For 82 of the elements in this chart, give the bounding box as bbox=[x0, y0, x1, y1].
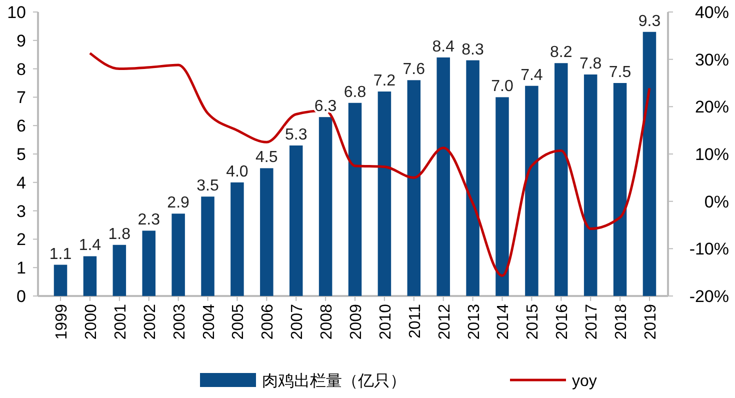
x-tick-label: 2019 bbox=[642, 304, 660, 340]
bar bbox=[83, 256, 97, 296]
y-tick-label: 7 bbox=[16, 88, 26, 108]
x-tick-label: 2006 bbox=[260, 304, 277, 340]
bar bbox=[642, 32, 656, 296]
x-tick-label: 2003 bbox=[171, 304, 188, 340]
x-tick-label: 2010 bbox=[377, 304, 394, 340]
bar bbox=[525, 86, 538, 296]
y-tick-label: 3 bbox=[16, 202, 26, 221]
bar bbox=[142, 230, 156, 296]
x-tick-label: 2007 bbox=[289, 304, 306, 340]
data-label: 2.9 bbox=[167, 194, 190, 212]
data-label: 1.8 bbox=[108, 226, 131, 243]
data-label: 7.6 bbox=[402, 61, 426, 78]
x-tick-label: 2015 bbox=[524, 304, 542, 340]
data-label: 3.5 bbox=[196, 178, 219, 195]
y-tick-label: 8 bbox=[16, 60, 26, 79]
bar bbox=[407, 80, 421, 296]
data-label: 5.3 bbox=[284, 126, 308, 144]
y2-tick-label: 10% bbox=[694, 145, 729, 164]
data-label: 1.4 bbox=[78, 237, 102, 254]
data-label: 7.5 bbox=[608, 64, 632, 81]
x-tick-label: 2016 bbox=[554, 304, 572, 340]
x-tick-label: 1999 bbox=[54, 304, 71, 340]
x-tick-label: 2018 bbox=[613, 304, 630, 340]
y-tick-label: 1 bbox=[16, 258, 26, 278]
bar bbox=[613, 83, 627, 296]
bar bbox=[584, 74, 598, 296]
x-tick-label: 2001 bbox=[112, 304, 130, 340]
x-tick-label: 2014 bbox=[495, 304, 512, 340]
bar bbox=[230, 182, 244, 296]
bar bbox=[289, 145, 303, 296]
x-tick-label: 2017 bbox=[584, 304, 601, 340]
x-tick-label: 2009 bbox=[348, 304, 365, 340]
bar bbox=[318, 117, 332, 296]
y2-tick-label: -20% bbox=[689, 287, 729, 306]
y-tick-label: 10 bbox=[7, 3, 26, 22]
legend-label: 肉鸡出栏量（亿只） bbox=[262, 372, 406, 390]
bar bbox=[496, 97, 509, 296]
data-label: 4.5 bbox=[256, 149, 278, 166]
y2-tick-label: -10% bbox=[689, 240, 729, 259]
bar bbox=[378, 92, 392, 296]
y2-tick-label: 30% bbox=[694, 50, 729, 70]
x-tick-label: 2005 bbox=[230, 304, 248, 340]
data-label: 7.0 bbox=[491, 78, 514, 96]
bar bbox=[201, 196, 214, 296]
data-label: 1.1 bbox=[49, 246, 72, 263]
data-label: 8.3 bbox=[462, 41, 484, 58]
data-label: 4.0 bbox=[226, 163, 248, 180]
bar bbox=[348, 102, 362, 296]
bar bbox=[112, 244, 126, 296]
legend-label: yoy bbox=[572, 373, 597, 390]
data-label: 2.3 bbox=[138, 212, 160, 229]
data-label: 6.8 bbox=[344, 84, 366, 101]
x-tick-label: 2002 bbox=[142, 304, 159, 340]
data-label: 7.2 bbox=[373, 72, 396, 90]
y2-tick-label: 0% bbox=[704, 192, 729, 212]
data-label: 9.3 bbox=[638, 12, 661, 30]
bar bbox=[172, 214, 185, 296]
data-label: 8.2 bbox=[550, 44, 572, 62]
y2-tick-label: 20% bbox=[694, 98, 729, 117]
bar bbox=[436, 57, 450, 296]
y-tick-label: 5 bbox=[16, 145, 26, 164]
data-label: 7.8 bbox=[579, 55, 602, 72]
bar bbox=[466, 60, 480, 296]
bar bbox=[54, 264, 68, 296]
y-tick-label: 0 bbox=[16, 287, 26, 306]
x-tick-label: 2012 bbox=[436, 304, 454, 340]
data-label: 7.4 bbox=[520, 66, 543, 84]
y2-tick-label: 40% bbox=[694, 3, 729, 22]
x-tick-label: 2000 bbox=[82, 304, 100, 340]
y-tick-label: 6 bbox=[16, 116, 26, 136]
data-label: 8.4 bbox=[432, 38, 455, 56]
bar bbox=[554, 63, 568, 296]
x-tick-label: 2004 bbox=[200, 304, 218, 340]
bar bbox=[260, 168, 274, 296]
y-tick-label: 9 bbox=[16, 31, 26, 50]
x-tick-label: 2011 bbox=[406, 304, 424, 338]
y-tick-label: 4 bbox=[16, 173, 26, 192]
x-tick-label: 2013 bbox=[466, 304, 483, 340]
x-tick-label: 2008 bbox=[318, 304, 336, 340]
y-tick-label: 2 bbox=[16, 230, 26, 250]
